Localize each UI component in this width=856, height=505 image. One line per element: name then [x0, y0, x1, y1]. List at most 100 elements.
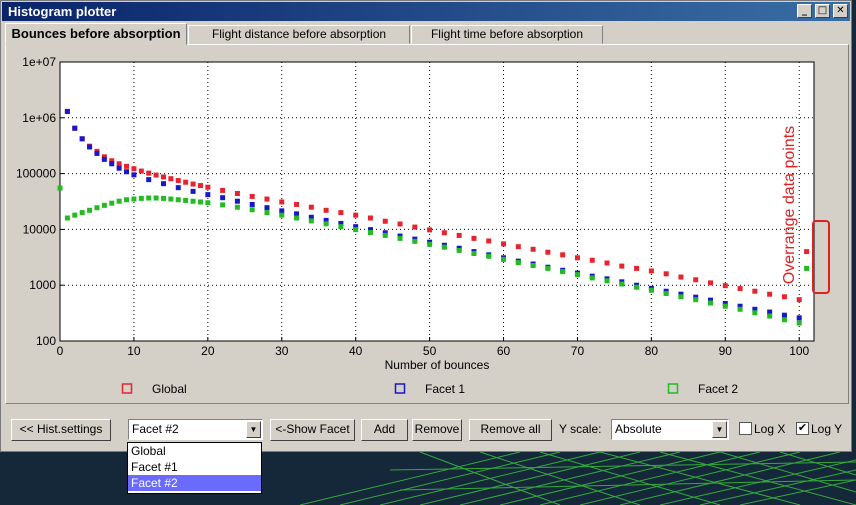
data-point-facet-1 [693, 294, 699, 300]
legend-label-facet-1: Facet 1 [425, 382, 465, 396]
data-point-global [109, 158, 115, 164]
data-point-facet-2 [560, 269, 566, 275]
data-point-facet-2 [57, 185, 63, 191]
data-point-global [737, 286, 743, 292]
data-point-facet-2 [116, 198, 122, 204]
data-point-facet-1 [323, 217, 329, 223]
data-point-global [501, 241, 507, 247]
y-tick-label: 1e+06 [22, 111, 56, 125]
data-point-facet-1 [146, 177, 152, 183]
data-point-facet-2 [138, 195, 144, 201]
data-point-facet-2 [804, 265, 810, 271]
data-point-facet-1 [796, 315, 802, 321]
data-point-facet-2 [545, 265, 551, 271]
facet-dropdown-list[interactable]: Global Facet #1 Facet #2 [127, 442, 262, 494]
data-point-facet-2 [619, 281, 625, 287]
histogram-plotter-window: Histogram plotter _ □ ✕ Bounces before a… [0, 0, 852, 452]
y-scale-value: Absolute [615, 422, 662, 436]
hist-settings-button[interactable]: << Hist.settings [11, 419, 111, 441]
x-tick-label: 80 [645, 344, 659, 358]
data-point-facet-2 [752, 310, 758, 316]
chevron-down-icon[interactable]: ▼ [712, 421, 727, 438]
data-point-facet-2 [338, 224, 344, 230]
data-point-global [441, 230, 447, 236]
data-point-facet-1 [382, 230, 388, 236]
data-point-facet-1 [294, 211, 300, 217]
data-point-global [752, 288, 758, 294]
data-point-facet-2 [737, 306, 743, 312]
remove-all-button[interactable]: Remove all [469, 419, 552, 441]
data-point-global [804, 249, 810, 255]
x-tick-label: 10 [127, 344, 141, 358]
data-point-facet-2 [264, 210, 270, 216]
data-point-global [486, 238, 492, 244]
dropdown-option-global[interactable]: Global [131, 444, 166, 458]
close-button[interactable]: ✕ [833, 4, 848, 18]
data-point-global [220, 187, 226, 193]
log-y-checkbox[interactable]: ✔ [796, 422, 809, 435]
data-point-global [722, 283, 728, 289]
minimize-button[interactable]: _ [797, 4, 812, 18]
data-point-global [338, 210, 344, 216]
data-point-global [427, 227, 433, 233]
data-point-facet-1 [79, 136, 85, 142]
data-point-facet-2 [796, 320, 802, 326]
tab-flight-time[interactable]: Flight time before absorption [411, 25, 603, 44]
data-point-global [197, 183, 203, 189]
data-point-facet-2 [131, 196, 137, 202]
data-point-global [412, 224, 418, 230]
x-tick-label: 100 [789, 344, 809, 358]
data-point-facet-2 [308, 218, 314, 224]
data-point-facet-1 [101, 156, 107, 162]
data-point-facet-2 [530, 263, 536, 269]
data-point-facet-2 [79, 210, 85, 216]
data-point-facet-2 [501, 256, 507, 262]
data-point-global [678, 274, 684, 280]
x-tick-label: 20 [201, 344, 215, 358]
data-point-facet-2 [234, 204, 240, 210]
add-button[interactable]: Add [361, 419, 408, 441]
remove-button[interactable]: Remove [412, 419, 462, 441]
tab-bounces[interactable]: Bounces before absorption [5, 23, 187, 45]
data-point-facet-1 [160, 181, 166, 187]
data-point-global [146, 170, 152, 176]
maximize-button[interactable]: □ [815, 4, 830, 18]
log-x-checkbox[interactable] [739, 422, 752, 435]
data-point-global [397, 221, 403, 227]
data-point-global [138, 168, 144, 174]
data-point-global [367, 215, 373, 221]
data-point-facet-2 [515, 260, 521, 266]
title-bar[interactable]: Histogram plotter _ □ ✕ [2, 2, 850, 21]
show-facet-button[interactable]: <-Show Facet [270, 419, 355, 441]
y-tick-label: 10000 [23, 222, 57, 236]
data-point-global [456, 232, 462, 238]
y-scale-select[interactable]: Absolute ▼ [611, 419, 729, 440]
data-point-facet-2 [678, 294, 684, 300]
data-point-facet-2 [589, 275, 595, 281]
chevron-down-icon[interactable]: ▼ [246, 421, 261, 438]
tab-flight-distance[interactable]: Flight distance before absorption [188, 25, 410, 44]
dropdown-option-facet-2[interactable]: Facet #2 [128, 475, 261, 491]
histogram-chart: 0 10 20 30 40 50 60 70 80 90 100 100 1000 10000 100000… [16, 55, 830, 396]
data-point-facet-2 [574, 272, 580, 278]
plot-panel: 0 10 20 30 40 50 60 70 80 90 100 100 1000 10000 100000… [5, 44, 849, 404]
x-tick-label: 60 [497, 344, 511, 358]
data-point-global [279, 199, 285, 205]
data-point-facet-1 [722, 300, 728, 306]
dropdown-option-facet-1[interactable]: Facet #1 [131, 460, 178, 474]
data-point-global [781, 294, 787, 300]
data-point-facet-2 [168, 196, 174, 202]
data-point-global [175, 178, 181, 184]
data-point-facet-1 [279, 208, 285, 214]
data-point-facet-2 [279, 212, 285, 218]
data-point-global [153, 172, 159, 178]
data-point-facet-2 [397, 235, 403, 241]
data-point-facet-2 [604, 278, 610, 284]
data-point-global [101, 154, 107, 160]
data-point-facet-2 [427, 241, 433, 247]
x-tick-label: 0 [57, 344, 64, 358]
data-point-global [353, 212, 359, 218]
data-point-global [574, 255, 580, 261]
data-point-facet-2 [64, 215, 70, 221]
facet-select[interactable]: Facet #2 ▼ [128, 419, 263, 440]
